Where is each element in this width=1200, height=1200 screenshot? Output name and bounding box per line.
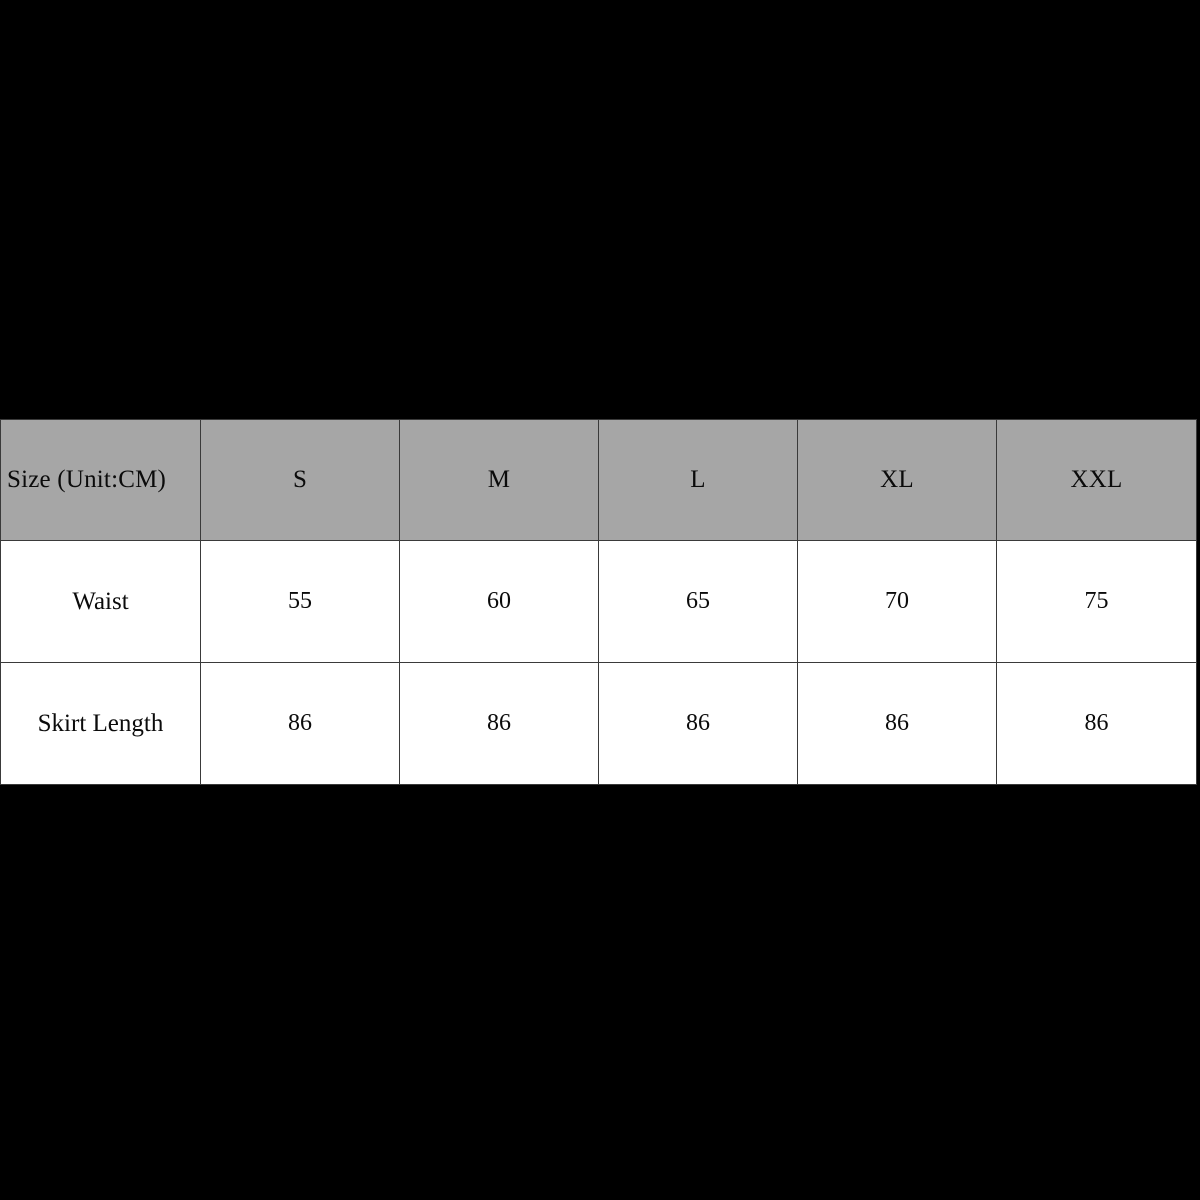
cell-waist-s: 55 [200, 540, 400, 663]
table-row: Waist 55 60 65 70 75 [0, 540, 1197, 663]
header-cell-m: M [399, 419, 599, 541]
table-row: Skirt Length 86 86 86 86 86 [0, 662, 1197, 785]
cell-waist-xxl: 75 [996, 540, 1197, 663]
cell-waist-m: 60 [399, 540, 599, 663]
header-cell-xl: XL [797, 419, 997, 541]
header-row: Size (Unit:CM) S M L XL XXL [0, 419, 1197, 541]
cell-skirt-length-xl: 86 [797, 662, 997, 785]
header-cell-xxl: XXL [996, 419, 1197, 541]
cell-skirt-length-s: 86 [200, 662, 400, 785]
row-label-waist: Waist [0, 540, 201, 663]
header-cell-s: S [200, 419, 400, 541]
size-chart-header: Size (Unit:CM) S M L XL XXL [0, 419, 1197, 541]
header-cell-l: L [598, 419, 798, 541]
cell-waist-xl: 70 [797, 540, 997, 663]
cell-waist-l: 65 [598, 540, 798, 663]
size-chart-container: Size (Unit:CM) S M L XL XXL Waist 55 60 … [0, 419, 1197, 785]
header-cell-size-unit: Size (Unit:CM) [0, 419, 201, 541]
cell-skirt-length-xxl: 86 [996, 662, 1197, 785]
size-chart-body: Waist 55 60 65 70 75 Skirt Length 86 86 … [0, 540, 1197, 785]
cell-skirt-length-m: 86 [399, 662, 599, 785]
cell-skirt-length-l: 86 [598, 662, 798, 785]
size-chart-table: Size (Unit:CM) S M L XL XXL Waist 55 60 … [0, 419, 1197, 785]
row-label-skirt-length: Skirt Length [0, 662, 201, 785]
